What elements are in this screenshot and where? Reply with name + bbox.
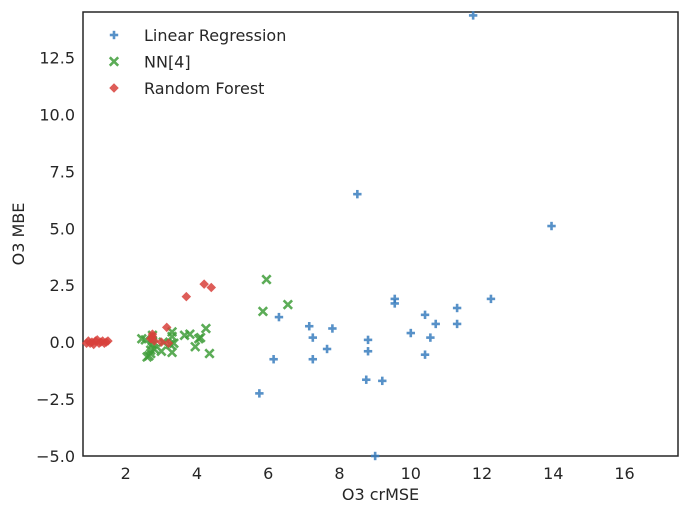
data-point (199, 279, 209, 289)
data-point (141, 351, 153, 363)
data-point (305, 322, 314, 331)
data-point (390, 299, 399, 308)
data-point (274, 312, 284, 322)
data-point (452, 319, 462, 329)
x-tick-label: 2 (121, 464, 131, 483)
data-point (353, 189, 362, 199)
data-point (85, 338, 95, 349)
data-point (156, 337, 167, 347)
y-tick-label: 12.5 (39, 49, 75, 68)
data-point (200, 323, 212, 334)
legend-marker (109, 83, 119, 93)
data-point (390, 294, 399, 304)
y-tick-label: 7.5 (50, 162, 75, 181)
legend-label-random-forest: Random Forest (144, 79, 264, 98)
data-point (149, 336, 160, 346)
y-tick-label: 10.0 (39, 105, 75, 124)
x-tick-label: 12 (472, 464, 492, 483)
data-point (420, 310, 430, 320)
data-point (486, 294, 496, 304)
data-point (468, 11, 478, 20)
data-point (156, 346, 167, 357)
y-tick-label: −5.0 (36, 447, 75, 466)
data-point (363, 335, 373, 345)
data-point (103, 336, 113, 346)
data-point (161, 322, 172, 333)
data-point (378, 376, 387, 386)
data-point (431, 319, 440, 329)
x-tick-label: 16 (614, 464, 634, 483)
y-tick-label: −2.5 (36, 390, 75, 409)
points-layer (81, 11, 556, 461)
legend-label-nn4: NN[4] (144, 53, 191, 72)
data-point (322, 344, 332, 354)
data-point (181, 291, 192, 302)
legend-marker-random-forest (109, 83, 119, 93)
y-tick-label: 2.5 (50, 276, 75, 295)
data-point (282, 299, 294, 310)
data-point (308, 355, 318, 364)
x-tick-label: 6 (263, 464, 273, 483)
data-point (406, 328, 415, 338)
data-point (362, 375, 371, 384)
series-linear-regression (255, 11, 556, 461)
data-point (547, 221, 556, 231)
data-point (166, 331, 178, 342)
data-point (328, 324, 337, 333)
y-axis-ticks: −5.0 −2.5 0.0 2.5 5.0 7.5 10.0 12.5 (36, 49, 75, 466)
legend-item-random-forest: Random Forest (109, 79, 264, 98)
data-point (269, 355, 278, 364)
data-point (190, 341, 201, 352)
data-point (261, 274, 272, 285)
data-point (166, 347, 178, 358)
x-axis-ticks: 2 4 6 8 10 12 14 16 (121, 464, 635, 483)
legend-marker (109, 30, 119, 40)
data-point (163, 338, 174, 349)
data-point (363, 347, 373, 356)
x-tick-label: 14 (543, 464, 563, 483)
legend-marker-nn4 (108, 56, 120, 67)
legend-item-nn4: NN[4] (108, 53, 191, 72)
series-random-forest (81, 279, 217, 350)
data-point (206, 282, 217, 293)
data-point (255, 389, 264, 398)
plot-area (81, 11, 679, 461)
x-tick-label: 4 (192, 464, 202, 483)
data-point (420, 350, 430, 359)
data-point (179, 330, 190, 341)
data-point (308, 333, 318, 342)
x-axis-label: O3 crMSE (342, 485, 419, 504)
data-point (204, 348, 215, 359)
data-point (193, 333, 204, 344)
data-point (370, 451, 380, 461)
legend-marker-linear-regression (109, 30, 119, 40)
legend-item-linear-regression: Linear Regression (109, 26, 286, 45)
data-point (257, 306, 269, 317)
legend-label-linear-regression: Linear Regression (144, 26, 286, 45)
x-tick-label: 10 (401, 464, 421, 483)
legend: Linear Regression NN[4] Random Forest (108, 26, 286, 98)
y-tick-label: 5.0 (50, 219, 75, 238)
x-tick-label: 8 (334, 464, 344, 483)
y-axis-label: O3 MBE (9, 203, 28, 266)
legend-marker (108, 56, 120, 67)
y-tick-label: 0.0 (50, 333, 75, 352)
data-point (426, 333, 435, 342)
data-point (452, 303, 462, 313)
